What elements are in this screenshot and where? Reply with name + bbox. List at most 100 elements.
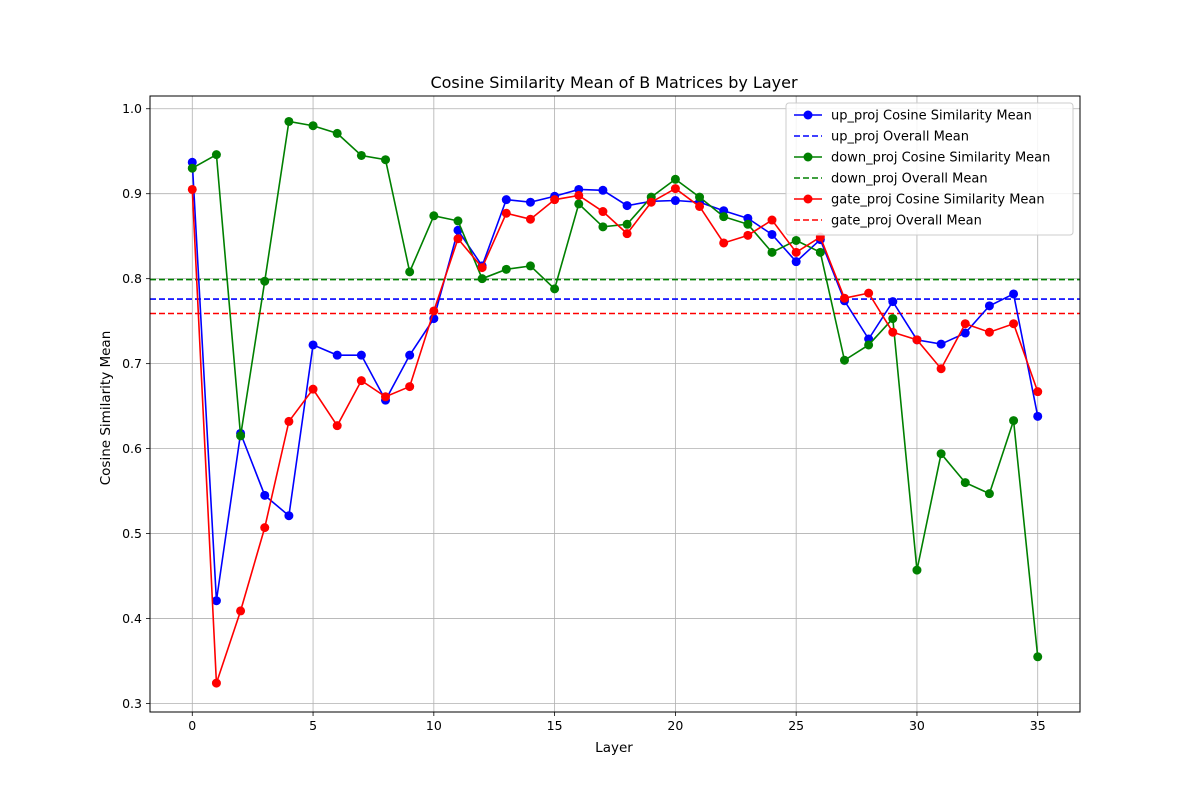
down-proj-cosine-similarity-mean-point (260, 276, 270, 286)
x-axis-ticks: 0 5 10 15 20 25 30 35 (188, 712, 1046, 733)
gate-proj-cosine-similarity-mean-point (598, 207, 608, 217)
down-proj-cosine-similarity-mean-point (501, 264, 511, 274)
y-axis-label: Cosine Similarity Mean (98, 331, 114, 486)
up-proj-cosine-similarity-mean-point (356, 350, 366, 360)
down-proj-cosine-similarity-mean-point (356, 150, 366, 160)
down-proj-cosine-similarity-mean-point (525, 261, 535, 271)
x-tick-label: 20 (667, 718, 683, 733)
legend-swatch-marker (803, 194, 813, 204)
down-proj-cosine-similarity-mean-point (695, 192, 705, 202)
down-proj-cosine-similarity-mean-point (984, 489, 994, 499)
gate-proj-cosine-similarity-mean-point (1033, 387, 1043, 397)
gate-proj-cosine-similarity-mean-point (501, 208, 511, 218)
chart-title: Cosine Similarity Mean of B Matrices by … (430, 73, 798, 92)
down-proj-cosine-similarity-mean-point (1033, 652, 1043, 662)
gate-proj-cosine-similarity-mean-point (622, 229, 632, 239)
gate-proj-cosine-similarity-mean-point (381, 392, 391, 402)
legend-label: down_proj Cosine Similarity Mean (831, 151, 1050, 166)
x-tick-label: 5 (309, 718, 317, 733)
legend-item: up_proj Cosine Similarity Mean (794, 109, 1032, 124)
gate-proj-cosine-similarity-mean-point (864, 288, 874, 298)
gate-proj-cosine-similarity-mean-point (356, 376, 366, 386)
up-proj-cosine-similarity-mean-point (670, 196, 680, 206)
down-proj-cosine-similarity-mean-point (1009, 416, 1019, 426)
gate-proj-cosine-similarity-mean-point (767, 215, 777, 225)
gate-proj-cosine-similarity-mean-point (912, 335, 922, 345)
down-proj-cosine-similarity-mean-point (381, 155, 391, 165)
gate-proj-cosine-similarity-mean-point (550, 195, 560, 205)
gate-proj-cosine-similarity-mean-point (260, 523, 270, 533)
gate-proj-cosine-similarity-mean-point (332, 421, 342, 431)
down-proj-cosine-similarity-mean-point (405, 267, 415, 277)
legend-label: gate_proj Cosine Similarity Mean (831, 193, 1045, 208)
up-proj-cosine-similarity-mean-point (767, 229, 777, 239)
legend-item: gate_proj Cosine Similarity Mean (794, 193, 1045, 208)
legend-label: down_proj Overall Mean (831, 172, 988, 187)
down-proj-cosine-similarity-mean-point (622, 219, 632, 229)
gate-proj-cosine-similarity-mean-point (187, 184, 197, 194)
down-proj-cosine-similarity-mean-point (429, 211, 439, 221)
down-proj-cosine-similarity-mean-point (574, 199, 584, 209)
down-proj-cosine-similarity-mean-point (308, 121, 318, 131)
legend-swatch-marker (803, 152, 813, 162)
down-proj-cosine-similarity-mean-series (187, 116, 1043, 662)
gate-proj-cosine-similarity-mean-point (236, 606, 246, 616)
gate-proj-cosine-similarity-mean-point (646, 197, 656, 207)
down-proj-cosine-similarity-mean-point (598, 222, 608, 232)
x-tick-label: 35 (1030, 718, 1046, 733)
down-proj-cosine-similarity-mean-point (284, 116, 294, 126)
down-proj-cosine-similarity-mean-point (550, 284, 560, 294)
legend-label: up_proj Overall Mean (831, 130, 969, 145)
y-tick-label: 0.5 (122, 526, 142, 541)
y-tick-label: 0.4 (122, 611, 142, 626)
gate-proj-cosine-similarity-mean-point (960, 319, 970, 329)
down-proj-cosine-similarity-mean-point (187, 163, 197, 173)
gate-proj-cosine-similarity-mean-point (936, 364, 946, 374)
gate-proj-cosine-similarity-mean-point (477, 263, 487, 273)
y-tick-label: 0.9 (122, 186, 142, 201)
up-proj-cosine-similarity-mean-point (525, 197, 535, 207)
up-proj-cosine-similarity-mean-point (332, 350, 342, 360)
up-proj-cosine-similarity-mean-point (501, 195, 511, 205)
legend-label: up_proj Cosine Similarity Mean (831, 109, 1032, 124)
gate-proj-cosine-similarity-mean-point (429, 306, 439, 316)
down-proj-cosine-similarity-mean-point (767, 247, 777, 257)
gate-proj-cosine-similarity-mean-point (284, 416, 294, 426)
gate-proj-cosine-similarity-mean-point (719, 238, 729, 248)
up-proj-cosine-similarity-mean-point (960, 328, 970, 338)
up-proj-cosine-similarity-mean-point (622, 201, 632, 211)
x-tick-label: 10 (426, 718, 442, 733)
down-proj-cosine-similarity-mean-point (332, 128, 342, 138)
gate-proj-cosine-similarity-mean-point (308, 384, 318, 394)
series-lines (187, 116, 1043, 688)
up-proj-cosine-similarity-mean-point (1033, 411, 1043, 421)
gate-proj-cosine-similarity-mean-series (187, 184, 1043, 688)
legend-item: gate_proj Overall Mean (794, 214, 982, 229)
up-proj-cosine-similarity-mean-point (984, 301, 994, 311)
down-proj-cosine-similarity-mean-point (236, 431, 246, 441)
down-proj-cosine-similarity-mean-point (670, 174, 680, 184)
x-tick-label: 25 (788, 718, 804, 733)
y-tick-label: 0.8 (122, 271, 142, 286)
gate-proj-cosine-similarity-mean-point (791, 247, 801, 257)
down-proj-cosine-similarity-mean-point (912, 565, 922, 575)
up-proj-cosine-similarity-mean-point (211, 596, 221, 606)
down-proj-cosine-similarity-mean-point (815, 247, 825, 257)
y-tick-label: 0.6 (122, 441, 142, 456)
up-proj-cosine-similarity-mean-point (598, 185, 608, 195)
down-proj-cosine-similarity-mean-point (477, 274, 487, 284)
up-proj-cosine-similarity-mean-point (1009, 289, 1019, 299)
x-tick-label: 30 (909, 718, 925, 733)
down-proj-cosine-similarity-mean-point (936, 449, 946, 459)
gate-proj-cosine-similarity-mean-point (743, 230, 753, 240)
y-tick-label: 1.0 (122, 101, 142, 116)
mean-reference-lines (150, 278, 1080, 315)
x-axis-label: Layer (595, 740, 633, 756)
up-proj-cosine-similarity-mean-point (791, 257, 801, 267)
gate-proj-cosine-similarity-mean-point (1009, 319, 1019, 329)
legend: up_proj Cosine Similarity Mean up_proj Ov… (785, 102, 1074, 236)
gate-proj-cosine-similarity-mean-point (670, 184, 680, 194)
up-proj-cosine-similarity-mean-point (308, 340, 318, 350)
legend-item: down_proj Overall Mean (794, 172, 988, 187)
